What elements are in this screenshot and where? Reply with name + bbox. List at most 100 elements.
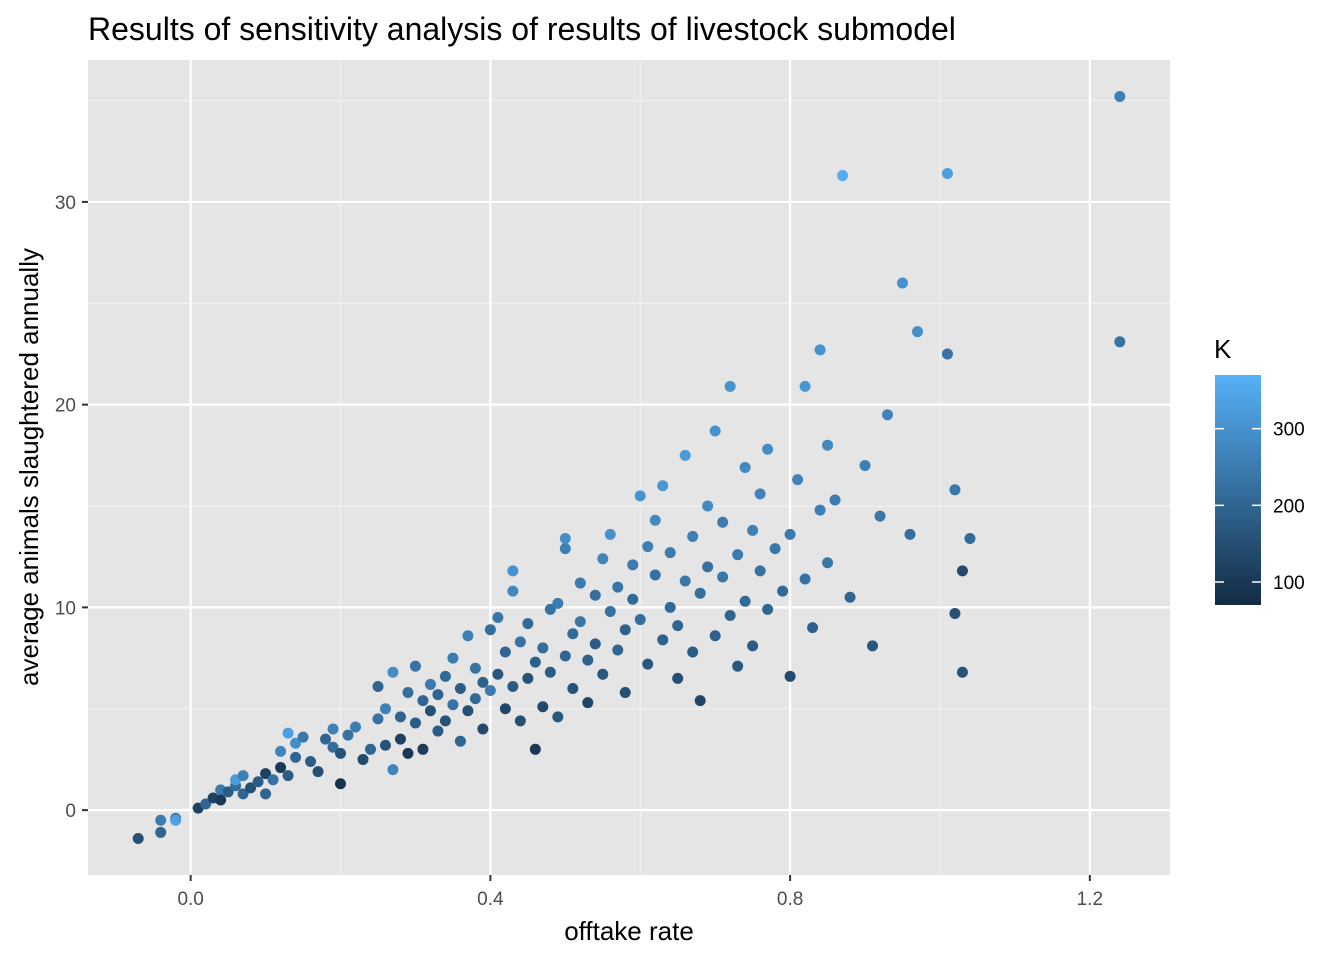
data-point (357, 753, 369, 765)
data-point (724, 380, 736, 392)
data-point (949, 484, 961, 496)
data-point (252, 776, 264, 788)
data-point (709, 630, 721, 642)
data-point (155, 826, 167, 838)
data-point (507, 680, 519, 692)
data-point (567, 682, 579, 694)
data-point (777, 585, 789, 597)
data-point (537, 701, 549, 713)
data-point (664, 601, 676, 613)
data-point (297, 731, 309, 743)
data-point (132, 833, 144, 845)
data-point (260, 788, 272, 800)
data-point (222, 786, 234, 798)
data-point (1114, 90, 1126, 102)
data-point (417, 743, 429, 755)
data-point (634, 490, 646, 502)
data-point (762, 443, 774, 455)
data-point (844, 591, 856, 603)
data-point (364, 743, 376, 755)
data-point (387, 764, 399, 776)
y-tick-label: 30 (55, 193, 76, 214)
data-point (522, 672, 534, 684)
data-point (687, 646, 699, 658)
data-point (469, 662, 481, 674)
data-point (732, 660, 744, 672)
data-point (619, 687, 631, 699)
data-point (492, 612, 504, 624)
data-point (499, 646, 511, 658)
data-point (447, 699, 459, 711)
data-point (717, 516, 729, 528)
data-point (956, 565, 968, 577)
grid-minor (88, 60, 1170, 875)
data-point (267, 774, 279, 786)
data-point (672, 620, 684, 632)
data-point (514, 715, 526, 727)
data-point (949, 607, 961, 619)
data-point (432, 689, 444, 701)
data-point (904, 528, 916, 540)
data-point (439, 715, 451, 727)
x-axis: 0.0 0.4 0.8 1.2 (177, 875, 1103, 910)
data-point (327, 741, 339, 753)
data-point (911, 326, 923, 338)
data-point (829, 494, 841, 506)
y-tick-label: 20 (55, 396, 76, 417)
data-point (574, 577, 586, 589)
data-point (799, 573, 811, 585)
x-tick-label: 0.0 (177, 889, 203, 910)
data-point (350, 721, 362, 733)
data-point (604, 528, 616, 540)
data-point (807, 622, 819, 634)
data-point (619, 624, 631, 636)
data-point (327, 723, 339, 735)
data-point (582, 654, 594, 666)
data-point (694, 695, 706, 707)
data-point (514, 636, 526, 648)
data-point (896, 277, 908, 289)
data-point (589, 638, 601, 650)
data-point (941, 348, 953, 360)
data-point (245, 782, 257, 794)
legend-break-label: 300 (1273, 420, 1305, 441)
data-point (687, 530, 699, 542)
data-point (837, 170, 849, 182)
data-point (567, 628, 579, 640)
data-point (507, 585, 519, 597)
data-point (469, 693, 481, 705)
data-point (372, 680, 384, 692)
data-point (634, 614, 646, 626)
data-point (454, 735, 466, 747)
data-point (679, 575, 691, 587)
data-point (282, 727, 294, 739)
data-point (237, 770, 249, 782)
data-point (597, 668, 609, 680)
data-point (320, 733, 332, 745)
data-point (604, 605, 616, 617)
data-point (642, 541, 654, 553)
y-tick-label: 0 (65, 801, 76, 822)
data-point (552, 711, 564, 723)
legend-break-label: 100 (1273, 573, 1305, 594)
data-point (657, 480, 669, 492)
plot-panel (88, 60, 1170, 875)
data-point (409, 660, 421, 672)
data-point (597, 553, 609, 565)
data-point (507, 565, 519, 577)
data-point (462, 630, 474, 642)
data-point (439, 670, 451, 682)
data-point (702, 561, 714, 573)
data-point (379, 703, 391, 715)
data-point (387, 666, 399, 678)
data-point (799, 380, 811, 392)
y-tick-label: 10 (55, 598, 76, 619)
data-points (132, 90, 1126, 845)
y-axis: 0 10 20 30 (55, 193, 88, 822)
data-point (874, 510, 886, 522)
data-point (679, 449, 691, 461)
data-point (342, 729, 354, 741)
data-point (424, 705, 436, 717)
data-point (462, 705, 474, 717)
